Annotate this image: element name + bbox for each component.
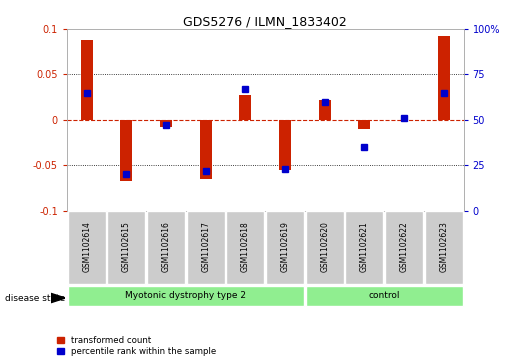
FancyBboxPatch shape — [108, 211, 145, 284]
Text: disease state: disease state — [5, 294, 65, 303]
Text: GSM1102621: GSM1102621 — [360, 221, 369, 272]
Text: GSM1102616: GSM1102616 — [162, 221, 170, 272]
Bar — [358, 120, 370, 129]
Text: GSM1102618: GSM1102618 — [241, 221, 250, 272]
Text: control: control — [368, 291, 400, 300]
Text: GSM1102623: GSM1102623 — [439, 221, 448, 272]
Bar — [121, 120, 132, 181]
Legend: transformed count, percentile rank within the sample: transformed count, percentile rank withi… — [56, 335, 217, 357]
Bar — [239, 95, 251, 120]
FancyBboxPatch shape — [266, 211, 304, 284]
Text: GSM1102622: GSM1102622 — [400, 221, 408, 272]
Text: GSM1102619: GSM1102619 — [281, 221, 289, 272]
FancyBboxPatch shape — [346, 211, 383, 284]
Bar — [160, 120, 172, 127]
Text: GSM1102614: GSM1102614 — [82, 221, 91, 272]
FancyBboxPatch shape — [187, 211, 225, 284]
Bar — [319, 100, 331, 120]
Title: GDS5276 / ILMN_1833402: GDS5276 / ILMN_1833402 — [183, 15, 347, 28]
Text: GSM1102620: GSM1102620 — [320, 221, 329, 272]
FancyBboxPatch shape — [68, 211, 106, 284]
Text: GSM1102615: GSM1102615 — [122, 221, 131, 272]
FancyBboxPatch shape — [68, 286, 304, 306]
Text: GSM1102617: GSM1102617 — [201, 221, 210, 272]
FancyBboxPatch shape — [306, 211, 344, 284]
Bar — [438, 36, 450, 120]
Polygon shape — [51, 293, 65, 303]
Bar — [279, 120, 291, 170]
Text: Myotonic dystrophy type 2: Myotonic dystrophy type 2 — [126, 291, 246, 300]
Bar — [200, 120, 212, 179]
FancyBboxPatch shape — [385, 211, 423, 284]
FancyBboxPatch shape — [147, 211, 185, 284]
FancyBboxPatch shape — [227, 211, 264, 284]
FancyBboxPatch shape — [425, 211, 462, 284]
Bar — [81, 40, 93, 120]
FancyBboxPatch shape — [306, 286, 462, 306]
